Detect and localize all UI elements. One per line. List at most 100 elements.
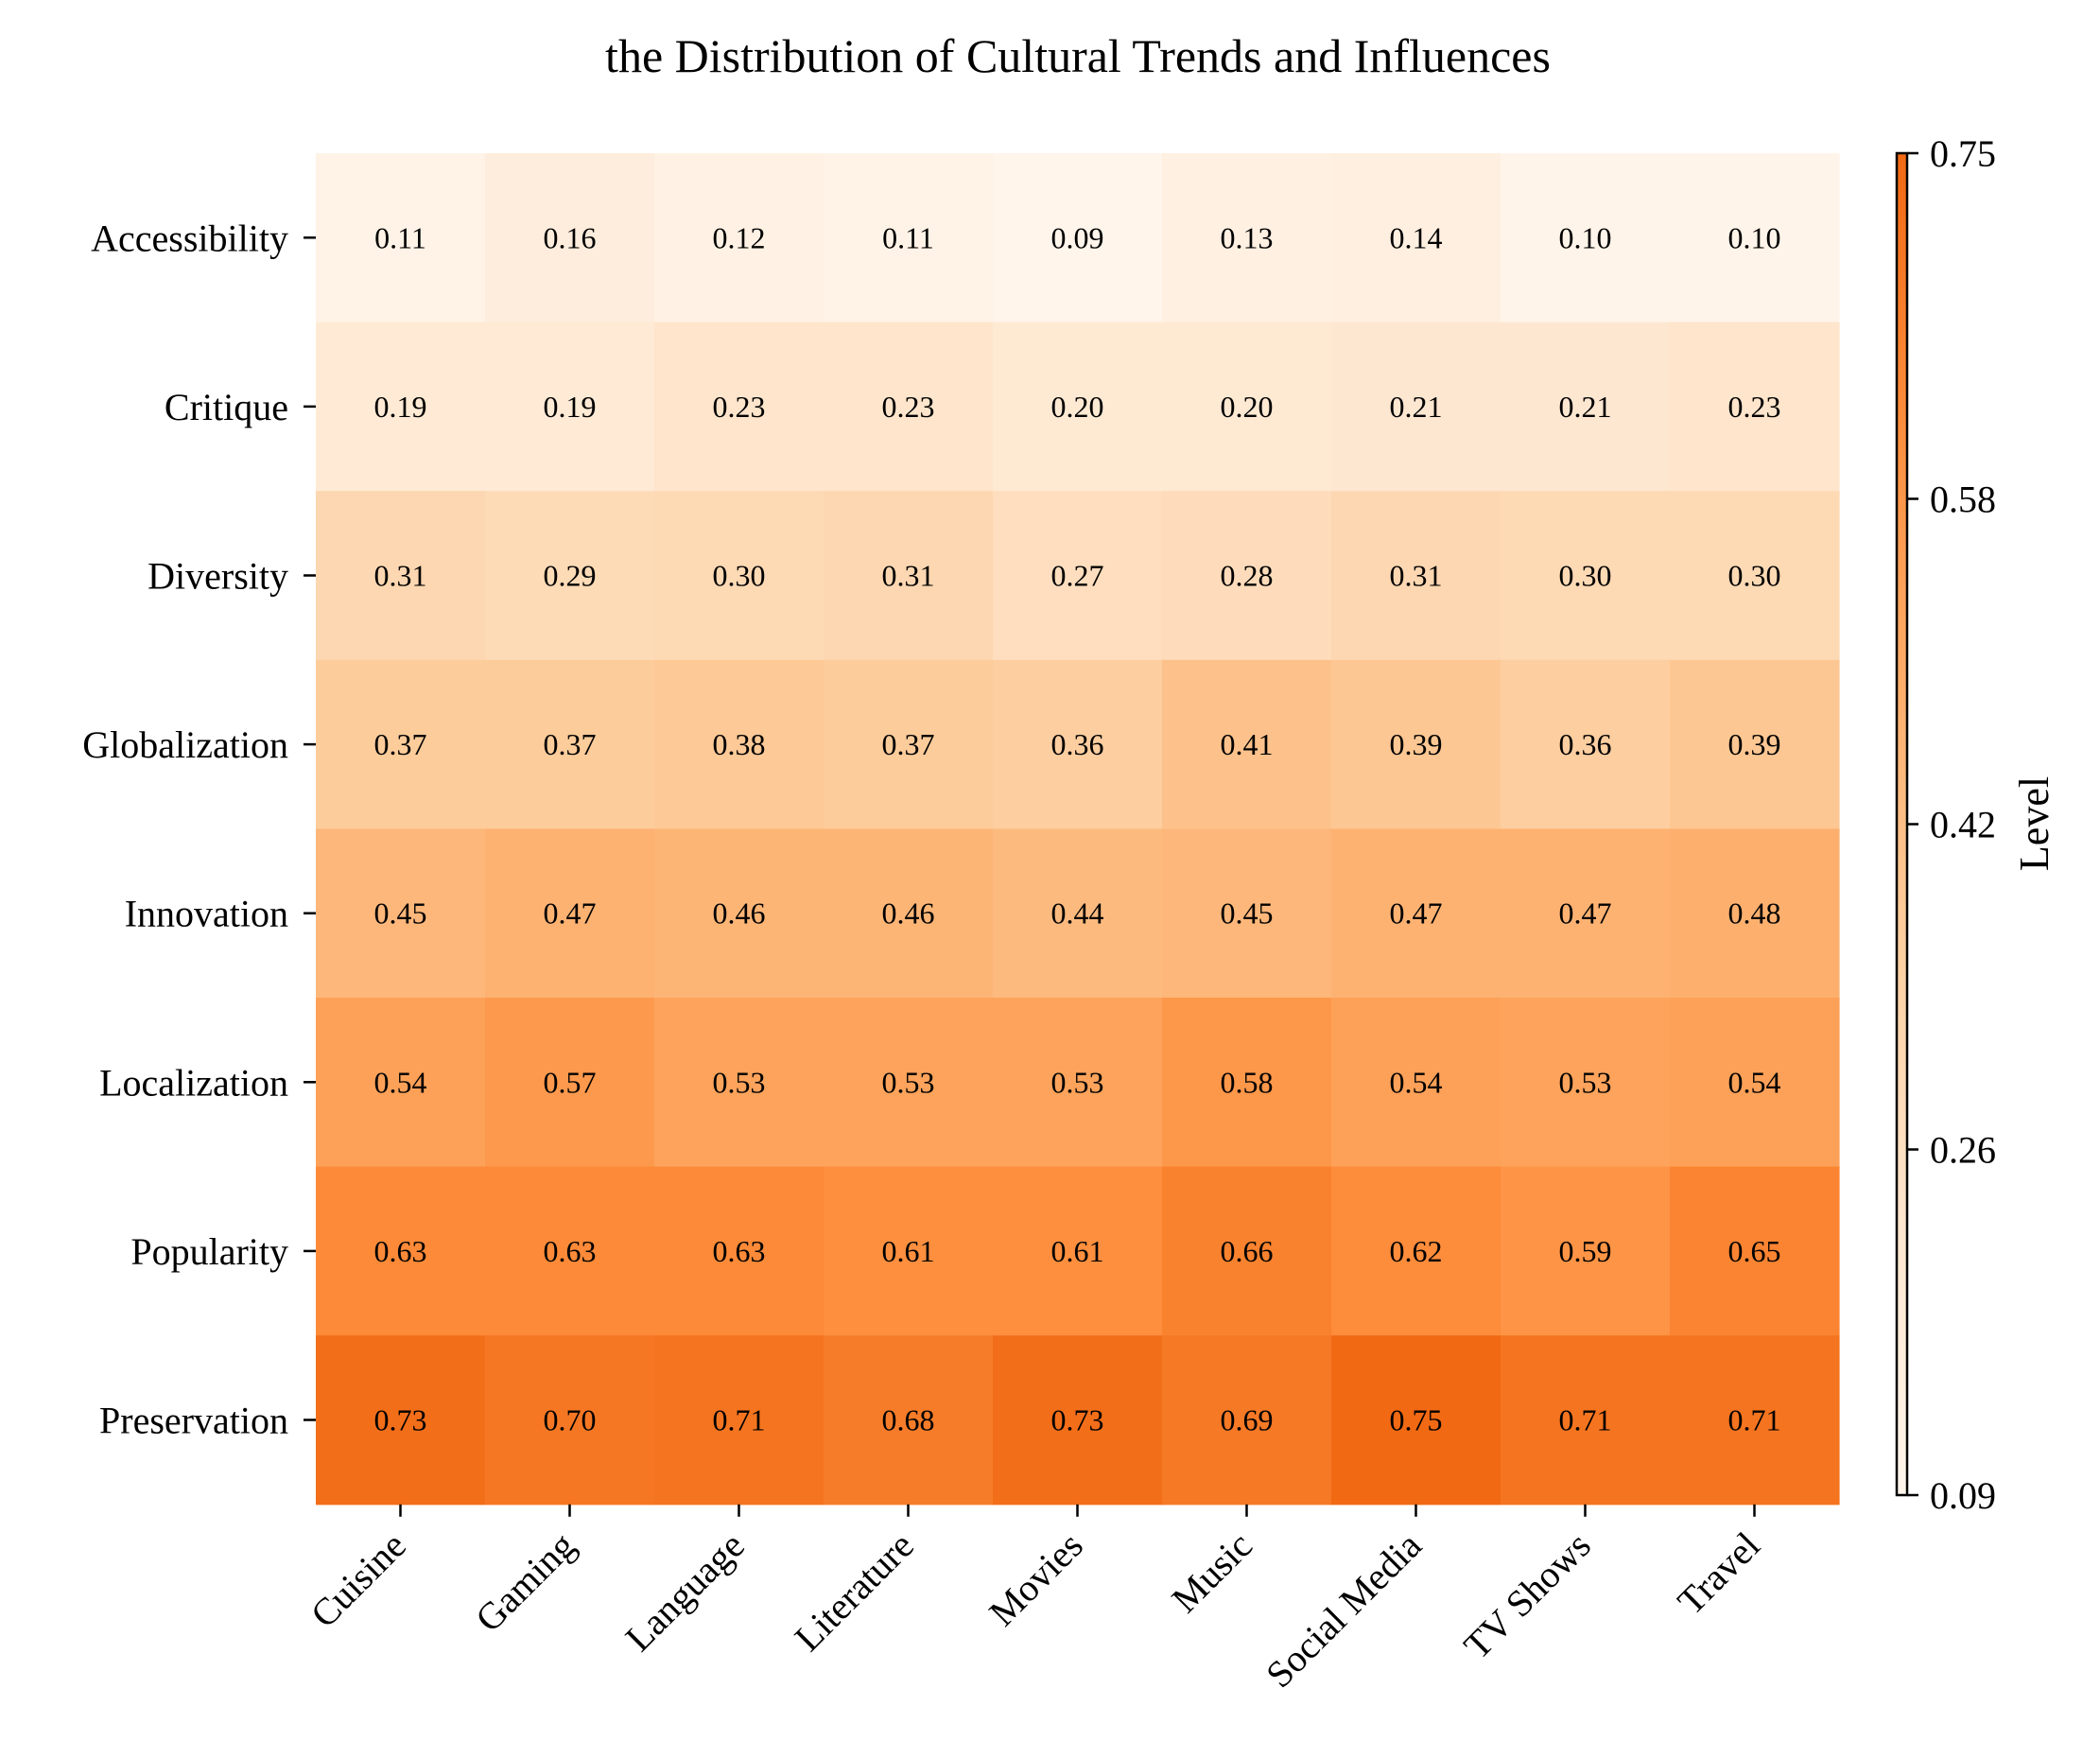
cell-value-label: 0.47 <box>1390 896 1443 931</box>
heatmap-cell <box>485 998 655 1168</box>
cell-value-label: 0.73 <box>374 1403 427 1437</box>
cell-value-label: 0.10 <box>1559 220 1612 254</box>
heatmap-cell <box>824 828 994 999</box>
cell-value-label: 0.14 <box>1390 220 1443 254</box>
heatmap-cell <box>993 659 1163 829</box>
heatmap-cell <box>1501 322 1671 492</box>
heatmap-cell <box>485 153 655 323</box>
cell-value-label: 0.75 <box>1390 1403 1443 1437</box>
heatmap-cell <box>1670 998 1840 1168</box>
cell-value-label: 0.61 <box>882 1234 935 1268</box>
y-tick-label: Diversity <box>148 555 288 598</box>
heatmap-cell <box>1331 828 1501 999</box>
heatmap-cell <box>1501 1335 1671 1506</box>
heatmap-cell <box>993 1335 1163 1506</box>
x-tick-label: Cuisine <box>303 1523 414 1635</box>
heatmap-cell <box>1162 491 1332 661</box>
cell-value-label: 0.37 <box>374 727 427 761</box>
heatmap-cell <box>993 153 1163 323</box>
cell-value-label: 0.53 <box>713 1065 766 1099</box>
heatmap-cell <box>316 491 486 661</box>
heatmap-cell <box>654 998 824 1168</box>
cell-value-label: 0.16 <box>544 220 597 254</box>
cell-value-label: 0.57 <box>544 1065 597 1099</box>
heatmap-cell <box>1670 1166 1840 1336</box>
x-axis: Cuisine Gaming Language Literature Movies Mus… <box>303 1504 1768 1696</box>
cell-value-label: 0.30 <box>1559 559 1612 593</box>
heatmap-cell <box>654 491 824 661</box>
cell-value-label: 0.39 <box>1390 727 1443 761</box>
cell-value-label: 0.19 <box>544 390 597 424</box>
cell-value-label: 0.20 <box>1051 390 1104 424</box>
x-tick-label: Travel <box>1669 1523 1768 1623</box>
heatmap-cell <box>485 1335 655 1506</box>
heatmap-cell <box>1162 828 1332 999</box>
cell-value-label: 0.39 <box>1728 727 1781 761</box>
y-axis: Accessibility Critique Diversity Globalizat… <box>82 217 316 1442</box>
y-tick-label: Globalization <box>82 723 288 766</box>
cell-value-label: 0.71 <box>1728 1403 1781 1437</box>
heatmap-cell <box>1501 998 1671 1168</box>
cell-value-labels: 0.11 0.16 0.12 0.11 0.09 0.13 0.14 0.10 0.10 0.19… <box>374 220 1781 1436</box>
heatmap-cell <box>824 659 994 829</box>
cell-value-label: 0.58 <box>1221 1065 1274 1099</box>
heatmap-cell <box>1501 828 1671 999</box>
cell-value-label: 0.38 <box>713 727 766 761</box>
heatmap-cell <box>1331 153 1501 323</box>
colorbar-tick-label: 0.26 <box>1930 1129 1996 1172</box>
heatmap-cell <box>1501 153 1671 323</box>
x-tick-label: Social Media <box>1258 1523 1430 1696</box>
heatmap-cell <box>824 998 994 1168</box>
y-tick-label: Preservation <box>99 1400 288 1442</box>
cell-value-label: 0.71 <box>1559 1403 1612 1437</box>
heatmap-cell <box>654 1335 824 1506</box>
heatmap-cell <box>824 1335 994 1506</box>
heatmap-cell <box>316 998 486 1168</box>
cell-value-label: 0.47 <box>1559 896 1612 931</box>
cell-value-label: 0.69 <box>1221 1403 1274 1437</box>
cell-value-label: 0.31 <box>374 559 427 593</box>
cell-value-label: 0.30 <box>1728 559 1781 593</box>
cell-value-label: 0.53 <box>1051 1065 1104 1099</box>
cell-value-label: 0.45 <box>374 896 427 931</box>
cell-value-label: 0.45 <box>1221 896 1274 931</box>
heatmap-cell <box>1162 659 1332 829</box>
x-tick-label: Music <box>1163 1523 1260 1621</box>
cell-value-label: 0.30 <box>713 559 766 593</box>
cell-value-label: 0.70 <box>544 1403 597 1437</box>
heatmap-cell <box>1670 659 1840 829</box>
cell-value-label: 0.59 <box>1559 1234 1612 1268</box>
cell-value-label: 0.73 <box>1051 1403 1104 1437</box>
x-tick-label: Gaming <box>467 1523 583 1640</box>
heatmap-cell <box>1331 659 1501 829</box>
cell-value-label: 0.54 <box>1728 1065 1781 1099</box>
x-tick-label: Language <box>617 1523 753 1659</box>
cell-value-label: 0.47 <box>544 896 597 931</box>
heatmap-cell <box>1331 322 1501 492</box>
cell-value-label: 0.10 <box>1728 220 1781 254</box>
x-tick-label: Literature <box>787 1523 922 1659</box>
heatmap-cell <box>1501 659 1671 829</box>
heatmap-cell <box>654 1166 824 1336</box>
cell-value-label: 0.31 <box>882 559 935 593</box>
heatmap-cell <box>1501 491 1671 661</box>
cell-value-label: 0.53 <box>882 1065 935 1099</box>
heatmap-cell <box>1501 1166 1671 1336</box>
heatmap-cell <box>824 153 994 323</box>
y-tick-label: Localization <box>99 1061 288 1104</box>
cell-value-label: 0.71 <box>713 1403 766 1437</box>
heatmap-cell <box>485 828 655 999</box>
colorbar-ticks: 0.09 0.26 0.42 0.58 0.75 <box>1907 132 1996 1517</box>
cell-value-label: 0.46 <box>713 896 766 931</box>
y-tick-label: Innovation <box>125 893 288 935</box>
heatmap-cell <box>485 491 655 661</box>
cell-value-label: 0.12 <box>713 220 766 254</box>
y-tick-label: Popularity <box>130 1230 288 1273</box>
cell-value-label: 0.19 <box>374 390 427 424</box>
heatmap-cell <box>993 998 1163 1168</box>
colorbar-tick-label: 0.58 <box>1930 479 1996 521</box>
cell-value-label: 0.48 <box>1728 896 1781 931</box>
heatmap-cell <box>824 491 994 661</box>
cell-value-label: 0.41 <box>1221 727 1274 761</box>
cell-value-label: 0.46 <box>882 896 935 931</box>
